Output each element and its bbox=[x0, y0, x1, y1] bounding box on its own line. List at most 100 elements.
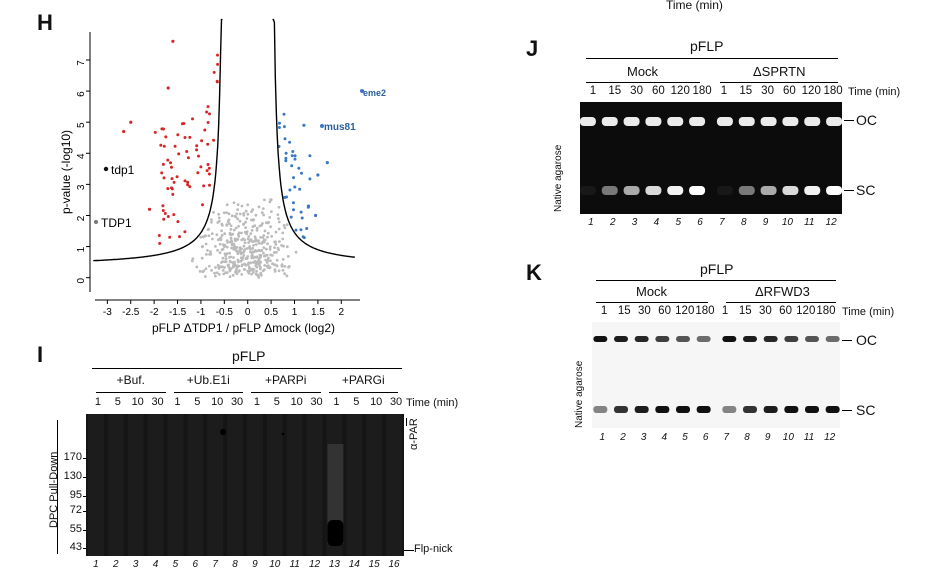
ns-point bbox=[225, 203, 229, 207]
down-point bbox=[185, 150, 189, 153]
ns-point bbox=[244, 263, 248, 267]
up-point bbox=[293, 154, 297, 158]
ns-point bbox=[281, 258, 285, 261]
k-lane-7: 7 bbox=[723, 432, 730, 443]
down-point bbox=[170, 186, 173, 190]
down-point bbox=[207, 172, 211, 176]
ns-point bbox=[255, 228, 259, 232]
sc-band bbox=[763, 406, 778, 413]
ns-point bbox=[250, 210, 253, 214]
oc-band bbox=[593, 336, 608, 342]
ns-point bbox=[229, 236, 233, 240]
ns-point bbox=[281, 231, 285, 235]
mus81-label: mus81 bbox=[324, 122, 356, 133]
sc-band bbox=[722, 406, 737, 413]
ns-point bbox=[259, 249, 262, 253]
oc-band bbox=[623, 117, 640, 126]
ns-point bbox=[238, 246, 242, 250]
ns-point bbox=[252, 243, 256, 247]
sc-band bbox=[782, 186, 799, 195]
ns-point bbox=[249, 250, 252, 254]
sc-band bbox=[634, 406, 649, 413]
down-point bbox=[183, 136, 187, 139]
ns-point bbox=[260, 273, 263, 277]
sc-band bbox=[655, 406, 670, 413]
ns-point bbox=[204, 242, 208, 246]
ns-point bbox=[221, 256, 225, 260]
lane-smear bbox=[306, 414, 323, 556]
up-point bbox=[288, 188, 292, 192]
oc-band bbox=[760, 117, 777, 126]
sc-band bbox=[784, 406, 799, 413]
ns-point bbox=[262, 251, 265, 255]
ns-point bbox=[211, 237, 214, 241]
down-point bbox=[162, 217, 166, 221]
sc-band bbox=[689, 186, 706, 195]
i-time-13: 1 bbox=[333, 396, 340, 408]
down-point bbox=[153, 130, 157, 134]
x-tick-label: -3 bbox=[103, 307, 112, 318]
ns-point bbox=[274, 230, 278, 234]
ns-point bbox=[209, 250, 212, 254]
k-time-1: 1 bbox=[600, 305, 608, 317]
down-point bbox=[203, 128, 207, 132]
ns-point bbox=[204, 267, 208, 271]
ns-point bbox=[255, 249, 258, 253]
down-point bbox=[164, 135, 168, 139]
up-point bbox=[299, 210, 303, 214]
ns-point bbox=[226, 241, 230, 244]
ns-point bbox=[240, 231, 243, 235]
ns-point bbox=[229, 233, 233, 237]
volcano-plot: 0 1 2 3 4 5 6 7 -3 -2.5 -2 -1.5 -1 -0.5 0 0.5 1 1.5 2 p-v… bbox=[59, 18, 386, 335]
ns-point bbox=[214, 274, 217, 278]
down-point bbox=[202, 184, 206, 188]
lane-smear bbox=[386, 414, 402, 556]
x-tick-label: -1.5 bbox=[169, 307, 187, 318]
j-construct: pFLP bbox=[690, 38, 724, 54]
up-point bbox=[308, 154, 312, 158]
ns-point bbox=[231, 273, 235, 277]
ns-point bbox=[251, 261, 255, 264]
ns-point bbox=[242, 254, 246, 257]
down-point bbox=[205, 169, 209, 173]
ns-point bbox=[232, 228, 236, 232]
oc-band bbox=[716, 117, 733, 126]
ns-point bbox=[239, 252, 243, 256]
ns-point bbox=[223, 260, 227, 264]
j-group1: Mock bbox=[627, 64, 659, 79]
i-lane-9: 9 bbox=[252, 559, 258, 570]
ns-point bbox=[233, 214, 237, 218]
ns-point bbox=[254, 213, 258, 217]
x-tick-label: 0 bbox=[245, 307, 251, 318]
k-time-11: 120 bbox=[796, 305, 816, 317]
ns-point bbox=[259, 254, 263, 257]
panel-j-letter: J bbox=[526, 36, 539, 61]
ns-point bbox=[275, 250, 278, 254]
i-group-1: +Buf. bbox=[116, 373, 145, 387]
down-point bbox=[178, 235, 181, 239]
k-oc-tick bbox=[842, 340, 852, 341]
up-point bbox=[292, 176, 295, 180]
k-lane-3: 3 bbox=[640, 432, 647, 443]
ns-point bbox=[244, 226, 248, 230]
oc-band bbox=[676, 336, 690, 342]
ns-point bbox=[246, 237, 250, 241]
x-tick-label: -0.5 bbox=[216, 307, 234, 318]
up-point bbox=[294, 228, 298, 232]
y-axis-title: p-value (-log10) bbox=[59, 130, 73, 214]
ns-point bbox=[259, 265, 262, 269]
ns-point bbox=[273, 240, 276, 244]
j-lane-8: 8 bbox=[740, 217, 747, 228]
ns-point bbox=[245, 247, 249, 250]
ns-point bbox=[268, 247, 272, 251]
up-point bbox=[284, 151, 288, 155]
x-tick-label: 1.5 bbox=[311, 307, 325, 318]
ns-point bbox=[274, 243, 278, 246]
ns-point bbox=[230, 239, 233, 243]
ns-point bbox=[228, 269, 232, 273]
sc-band bbox=[645, 186, 662, 195]
ns-point bbox=[276, 246, 280, 250]
oc-band bbox=[804, 117, 821, 126]
ns-point bbox=[251, 240, 254, 244]
ns-point bbox=[242, 212, 246, 215]
